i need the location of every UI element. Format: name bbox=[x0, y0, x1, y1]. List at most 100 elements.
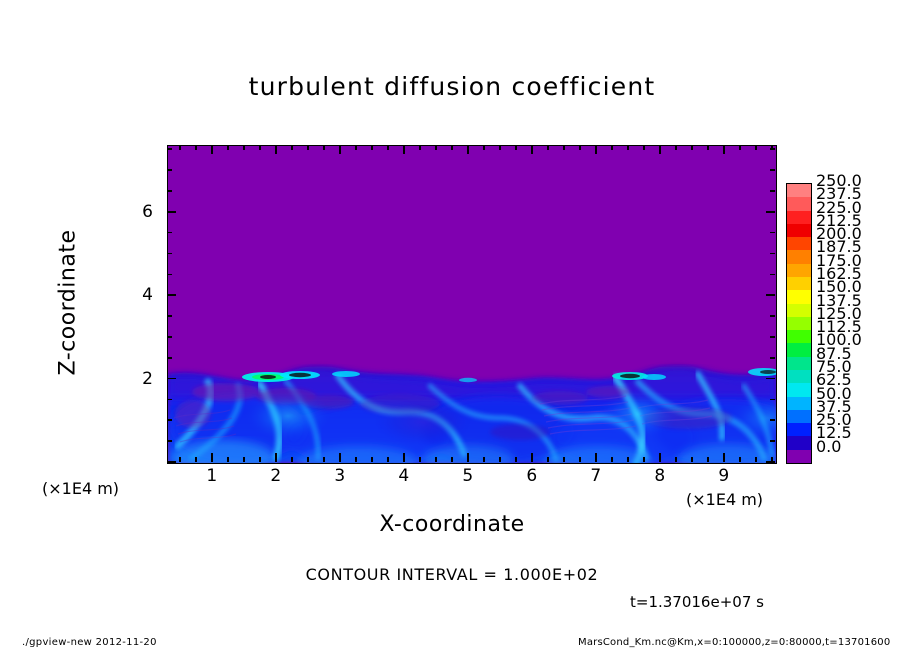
x-tick-label-2: 2 bbox=[270, 466, 282, 486]
axis-tick bbox=[467, 145, 469, 154]
axis-tick bbox=[259, 145, 261, 150]
axis-tick bbox=[483, 457, 485, 462]
colorbar-value-label: 137.5 bbox=[816, 290, 862, 310]
contour-interval-label: CONTOUR INTERVAL = 1.000E+02 bbox=[305, 565, 599, 584]
colorbar-value-label: 87.5 bbox=[816, 343, 852, 363]
axis-tick bbox=[643, 145, 645, 150]
axis-tick bbox=[167, 419, 172, 422]
axis-tick bbox=[723, 453, 725, 462]
axis-tick bbox=[611, 457, 613, 462]
axis-tick bbox=[167, 398, 172, 401]
axis-tick bbox=[371, 145, 373, 150]
colorbar-value-label: 25.0 bbox=[816, 410, 852, 430]
axis-tick bbox=[167, 294, 176, 296]
axis-tick bbox=[766, 210, 775, 213]
x-axis-title: X-coordinate bbox=[379, 512, 525, 537]
axis-tick bbox=[595, 145, 597, 154]
axis-tick bbox=[275, 145, 277, 154]
axis-tick bbox=[770, 315, 775, 317]
colorbar-band bbox=[787, 436, 811, 451]
colorbar-value-label: 112.5 bbox=[816, 317, 862, 337]
x-tick-label-3: 3 bbox=[334, 466, 346, 486]
colorbar-value-label: 125.0 bbox=[816, 303, 862, 323]
colorbar-value-label: 37.5 bbox=[816, 396, 852, 416]
colorbar-value-label: 62.5 bbox=[816, 370, 852, 390]
colorbar-band bbox=[787, 237, 811, 251]
axis-tick bbox=[770, 169, 775, 171]
axis-tick bbox=[195, 145, 197, 150]
axis-tick bbox=[403, 145, 405, 154]
y-axis-title: Z-coordinate bbox=[55, 229, 81, 376]
axis-tick bbox=[595, 453, 597, 462]
axis-tick bbox=[766, 461, 775, 463]
axis-tick bbox=[451, 145, 453, 150]
colorbar: 250.0 237.5 225.0 212.5 200.0 187.5 175.0 162.5… bbox=[786, 173, 862, 464]
page-title: turbulent diffusion coefficient bbox=[248, 72, 656, 101]
y-tick-label-4: 4 bbox=[142, 285, 153, 306]
axis-tick bbox=[167, 440, 172, 442]
colorbar-value-label: 200.0 bbox=[816, 224, 862, 244]
axis-tick bbox=[167, 190, 172, 192]
colorbar-band bbox=[787, 250, 811, 265]
axis-tick bbox=[483, 145, 485, 150]
axis-tick bbox=[403, 453, 405, 462]
axis-tick bbox=[339, 145, 341, 154]
axis-tick bbox=[691, 457, 693, 462]
axis-tick bbox=[387, 457, 389, 462]
x-tick-label-1: 1 bbox=[206, 466, 218, 486]
axis-tick bbox=[307, 145, 309, 150]
axis-tick bbox=[675, 457, 677, 462]
axis-tick bbox=[323, 457, 325, 462]
colorbar-band bbox=[787, 290, 811, 305]
axis-tick bbox=[547, 457, 549, 462]
axis-tick bbox=[579, 145, 581, 150]
axis-tick bbox=[167, 461, 176, 463]
axis-tick bbox=[531, 453, 533, 462]
axis-tick bbox=[435, 145, 437, 150]
axis-tick bbox=[771, 145, 773, 150]
time-stamp-label: t=1.37016e+07 s bbox=[630, 593, 764, 611]
axis-tick bbox=[291, 145, 293, 150]
axis-tick bbox=[770, 356, 775, 359]
axis-tick bbox=[675, 145, 677, 150]
axis-tick bbox=[451, 457, 453, 462]
axis-tick bbox=[339, 453, 341, 462]
axis-tick bbox=[419, 145, 421, 150]
axis-tick bbox=[627, 145, 629, 150]
axis-tick bbox=[167, 377, 176, 380]
axis-tick bbox=[499, 457, 501, 462]
axis-tick bbox=[211, 453, 213, 462]
axis-tick bbox=[770, 273, 775, 276]
colorbar-tick-labels: 250.0 237.5 225.0 212.5 200.0 187.5 175.0 162.5… bbox=[816, 173, 886, 474]
overshoot-caps bbox=[242, 368, 776, 383]
colorbar-band bbox=[787, 263, 811, 278]
axis-tick bbox=[770, 419, 775, 422]
colorbar-value-label: 100.0 bbox=[816, 330, 862, 350]
axis-tick bbox=[275, 453, 277, 462]
axis-tick bbox=[355, 457, 357, 462]
axis-tick bbox=[515, 457, 517, 462]
footer-dataset-label: MarsCond_Km.nc@Km,x=0:100000,z=0:80000,t… bbox=[578, 637, 891, 648]
axis-tick bbox=[515, 145, 517, 150]
axis-tick bbox=[243, 457, 245, 462]
plume-blooms bbox=[244, 388, 776, 446]
axis-tick bbox=[766, 294, 775, 296]
axis-tick bbox=[291, 457, 293, 462]
colorbar-band bbox=[787, 316, 811, 331]
axis-tick bbox=[243, 145, 245, 150]
axis-tick bbox=[627, 457, 629, 462]
axis-tick bbox=[211, 145, 213, 154]
axis-tick bbox=[739, 145, 741, 150]
x-tick-label-6: 6 bbox=[526, 466, 538, 486]
colorbar-band bbox=[787, 449, 811, 464]
colorbar-band bbox=[787, 409, 811, 424]
axis-tick bbox=[387, 145, 389, 150]
axis-tick bbox=[579, 457, 581, 462]
axis-tick bbox=[659, 145, 661, 154]
axis-tick bbox=[739, 457, 741, 462]
axis-tick bbox=[723, 145, 725, 154]
fine-striations-left bbox=[173, 409, 237, 443]
axis-tick bbox=[179, 457, 181, 462]
axis-tick bbox=[611, 145, 613, 150]
axis-tick bbox=[227, 145, 229, 150]
